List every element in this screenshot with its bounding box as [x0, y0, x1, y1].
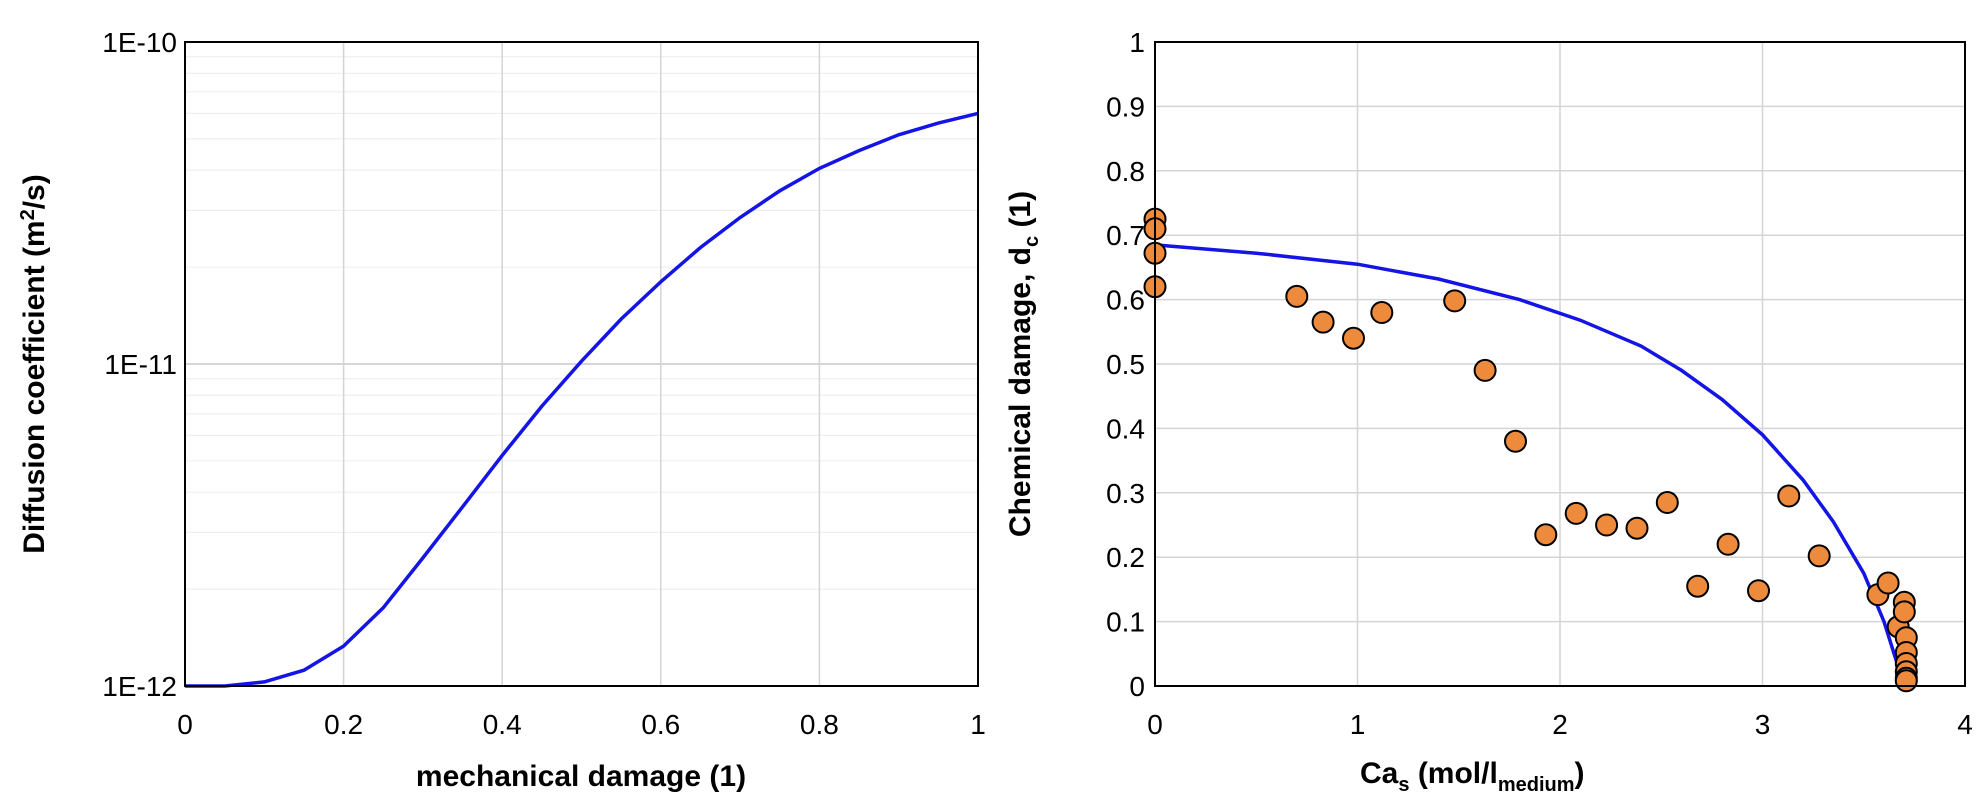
data-point	[1686, 574, 1710, 598]
diffusion-chart: 0 0.2 0.4 0.6 0.8 1 1E-12 1E-11 1E-10 mechanica…	[17, 27, 986, 793]
x-tick-label: 4	[1957, 709, 1973, 740]
x-tick-label: 0.2	[324, 709, 363, 740]
data-point	[1894, 669, 1918, 693]
data-point	[1747, 579, 1770, 603]
data-point	[1807, 544, 1831, 568]
data-point	[1370, 301, 1394, 324]
x-tick-label: 0	[177, 709, 193, 740]
y-tick-label: 1E-12	[102, 671, 177, 702]
diffusion-chart-grid	[184, 41, 979, 687]
data-point	[1342, 326, 1365, 350]
chemical-x-axis-label: Cas (mol/lmedium)	[1360, 757, 1585, 796]
y-tick-label: 0.5	[1106, 349, 1145, 380]
y-tick-label: 1	[1129, 27, 1145, 58]
y-tick-label: 0.6	[1106, 285, 1145, 316]
data-point	[1876, 571, 1900, 595]
y-tick-label: 0.2	[1106, 542, 1145, 573]
x-tick-label: 0.6	[641, 709, 680, 740]
x-tick-label: 2	[1552, 709, 1568, 740]
chemical-y-axis-label: Chemical damage, dc (1)	[1004, 191, 1043, 537]
data-point	[1443, 289, 1467, 313]
data-point	[1534, 523, 1558, 547]
diffusion-chart-y-ticks: 1E-12 1E-11 1E-10	[102, 27, 177, 702]
data-point	[1564, 501, 1588, 525]
diffusion-curve	[185, 111, 979, 688]
y-tick-label: 0.1	[1106, 607, 1145, 638]
x-tick-label: 0	[1147, 709, 1163, 740]
x-tick-label: 1	[970, 709, 986, 740]
x-tick-label: 0.8	[800, 709, 839, 740]
data-point	[1595, 513, 1619, 537]
data-point	[1285, 284, 1309, 308]
y-tick-label: 0.3	[1106, 478, 1145, 509]
diffusion-plot-area	[184, 41, 979, 687]
data-point	[1311, 310, 1335, 334]
y-tick-label: 0.9	[1106, 91, 1145, 122]
diffusion-y-axis-label: Diffusion coefficient (m2/s)	[17, 174, 51, 553]
data-point	[1504, 429, 1527, 453]
data-point	[1473, 358, 1497, 382]
diffusion-chart-x-ticks: 0 0.2 0.4 0.6 0.8 1	[177, 709, 986, 740]
x-tick-label: 1	[1350, 709, 1366, 740]
x-tick-label: 3	[1755, 709, 1771, 740]
data-point	[1625, 516, 1649, 540]
y-tick-label: 0.7	[1106, 220, 1145, 251]
chemical-model-curve	[1154, 243, 1906, 687]
y-tick-label: 1E-11	[104, 349, 177, 380]
chemical-chart-x-ticks: 0 1 2 3 4	[1147, 709, 1973, 740]
chemical-damage-chart: 0 1 2 3 4 0 0.1 0.2 0.3 0.4 0.5 0.6 0.7 0.8 0.9 1 Cas …	[1004, 27, 1973, 796]
data-point	[1655, 491, 1679, 514]
chemical-plot-area	[1154, 41, 1966, 687]
data-point	[1892, 600, 1916, 624]
y-tick-label: 0.8	[1106, 156, 1145, 187]
diffusion-x-axis-label: mechanical damage (1)	[416, 760, 746, 793]
x-tick-label: 0.4	[483, 709, 522, 740]
y-tick-label: 0	[1129, 671, 1145, 702]
chemical-chart-grid	[1154, 41, 1966, 687]
data-point	[1777, 484, 1801, 508]
chemical-data-points	[1143, 207, 1918, 693]
y-tick-label: 0.4	[1106, 413, 1145, 444]
y-tick-label: 1E-10	[102, 27, 177, 58]
chemical-chart-y-ticks: 0 0.1 0.2 0.3 0.4 0.5 0.6 0.7 0.8 0.9 1	[1106, 27, 1145, 702]
data-point	[1716, 532, 1740, 556]
